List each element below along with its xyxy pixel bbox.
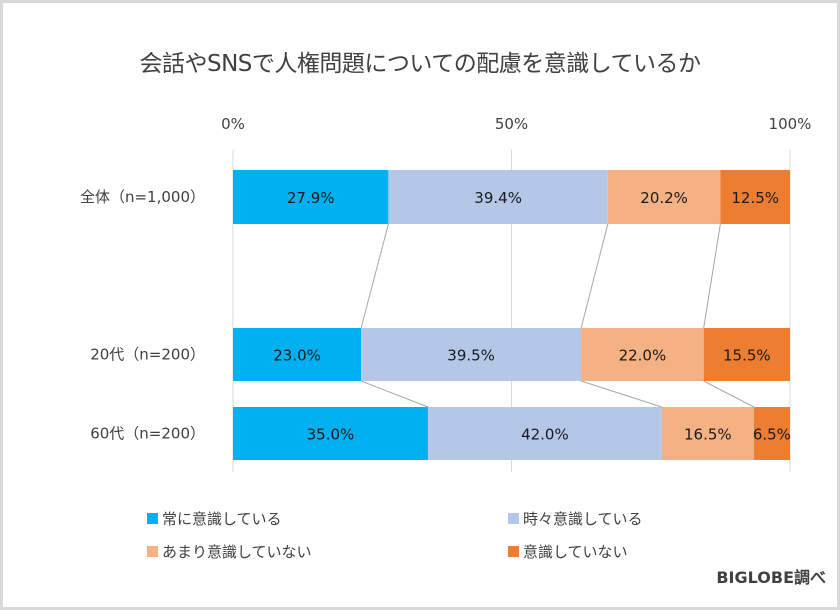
data-label: 39.5% <box>447 347 495 365</box>
category-label: 20代（n=200） <box>90 346 205 364</box>
bar-segment <box>233 407 428 460</box>
legend-label: あまり意識していない <box>162 543 312 561</box>
legend-swatch <box>147 546 158 557</box>
legend-swatch <box>508 546 519 557</box>
data-label: 23.0% <box>273 347 321 365</box>
legend-swatch <box>508 513 519 524</box>
data-label: 35.0% <box>307 426 355 444</box>
series-line <box>703 223 721 329</box>
data-label: 12.5% <box>731 189 779 207</box>
category-label: 60代（n=200） <box>90 425 205 443</box>
bar-segment <box>388 170 608 224</box>
x-tick-label: 100% <box>769 115 812 133</box>
data-label: 15.5% <box>723 347 771 365</box>
series-line <box>360 223 389 329</box>
legend-label: 常に意識している <box>162 510 282 528</box>
legend-item-sometimes: 時々意識している <box>508 508 643 529</box>
series-line <box>703 380 755 408</box>
category-label: 全体（n=1,000） <box>80 188 205 206</box>
bar-segment <box>427 407 662 460</box>
data-label: 16.5% <box>684 426 732 444</box>
bar-segment <box>703 328 790 381</box>
legend-item-always: 常に意識している <box>147 508 282 529</box>
data-label: 39.4% <box>474 189 522 207</box>
legend-item-rarely: あまり意識していない <box>147 541 312 562</box>
x-tick-label: 0% <box>221 115 245 133</box>
bar-segment <box>361 328 582 381</box>
bar-segment <box>753 407 790 460</box>
legend-label: 時々意識している <box>523 510 643 528</box>
series-line <box>360 380 429 408</box>
bar-segment <box>233 170 389 224</box>
bar-segment <box>607 170 721 224</box>
x-tick-label: 50% <box>495 115 528 133</box>
data-label: 42.0% <box>521 426 569 444</box>
bar-segment <box>661 407 754 460</box>
bar-segment <box>233 328 362 381</box>
data-label: 20.2% <box>640 189 688 207</box>
bar-segment <box>581 328 704 381</box>
legend-item-never: 意識していない <box>508 541 628 562</box>
legend-label: 意識していない <box>523 543 628 561</box>
legend-swatch <box>147 513 158 524</box>
series-line <box>580 223 609 329</box>
bar-segment <box>720 170 790 224</box>
series-line <box>580 380 663 408</box>
data-label: 27.9% <box>287 189 335 207</box>
data-label: 22.0% <box>619 347 667 365</box>
source-note: BIGLOBE調べ <box>716 568 826 587</box>
data-label: 6.5% <box>753 426 791 444</box>
chart-title: 会話やSNSで人権問題についての配慮を意識しているか <box>139 51 701 77</box>
